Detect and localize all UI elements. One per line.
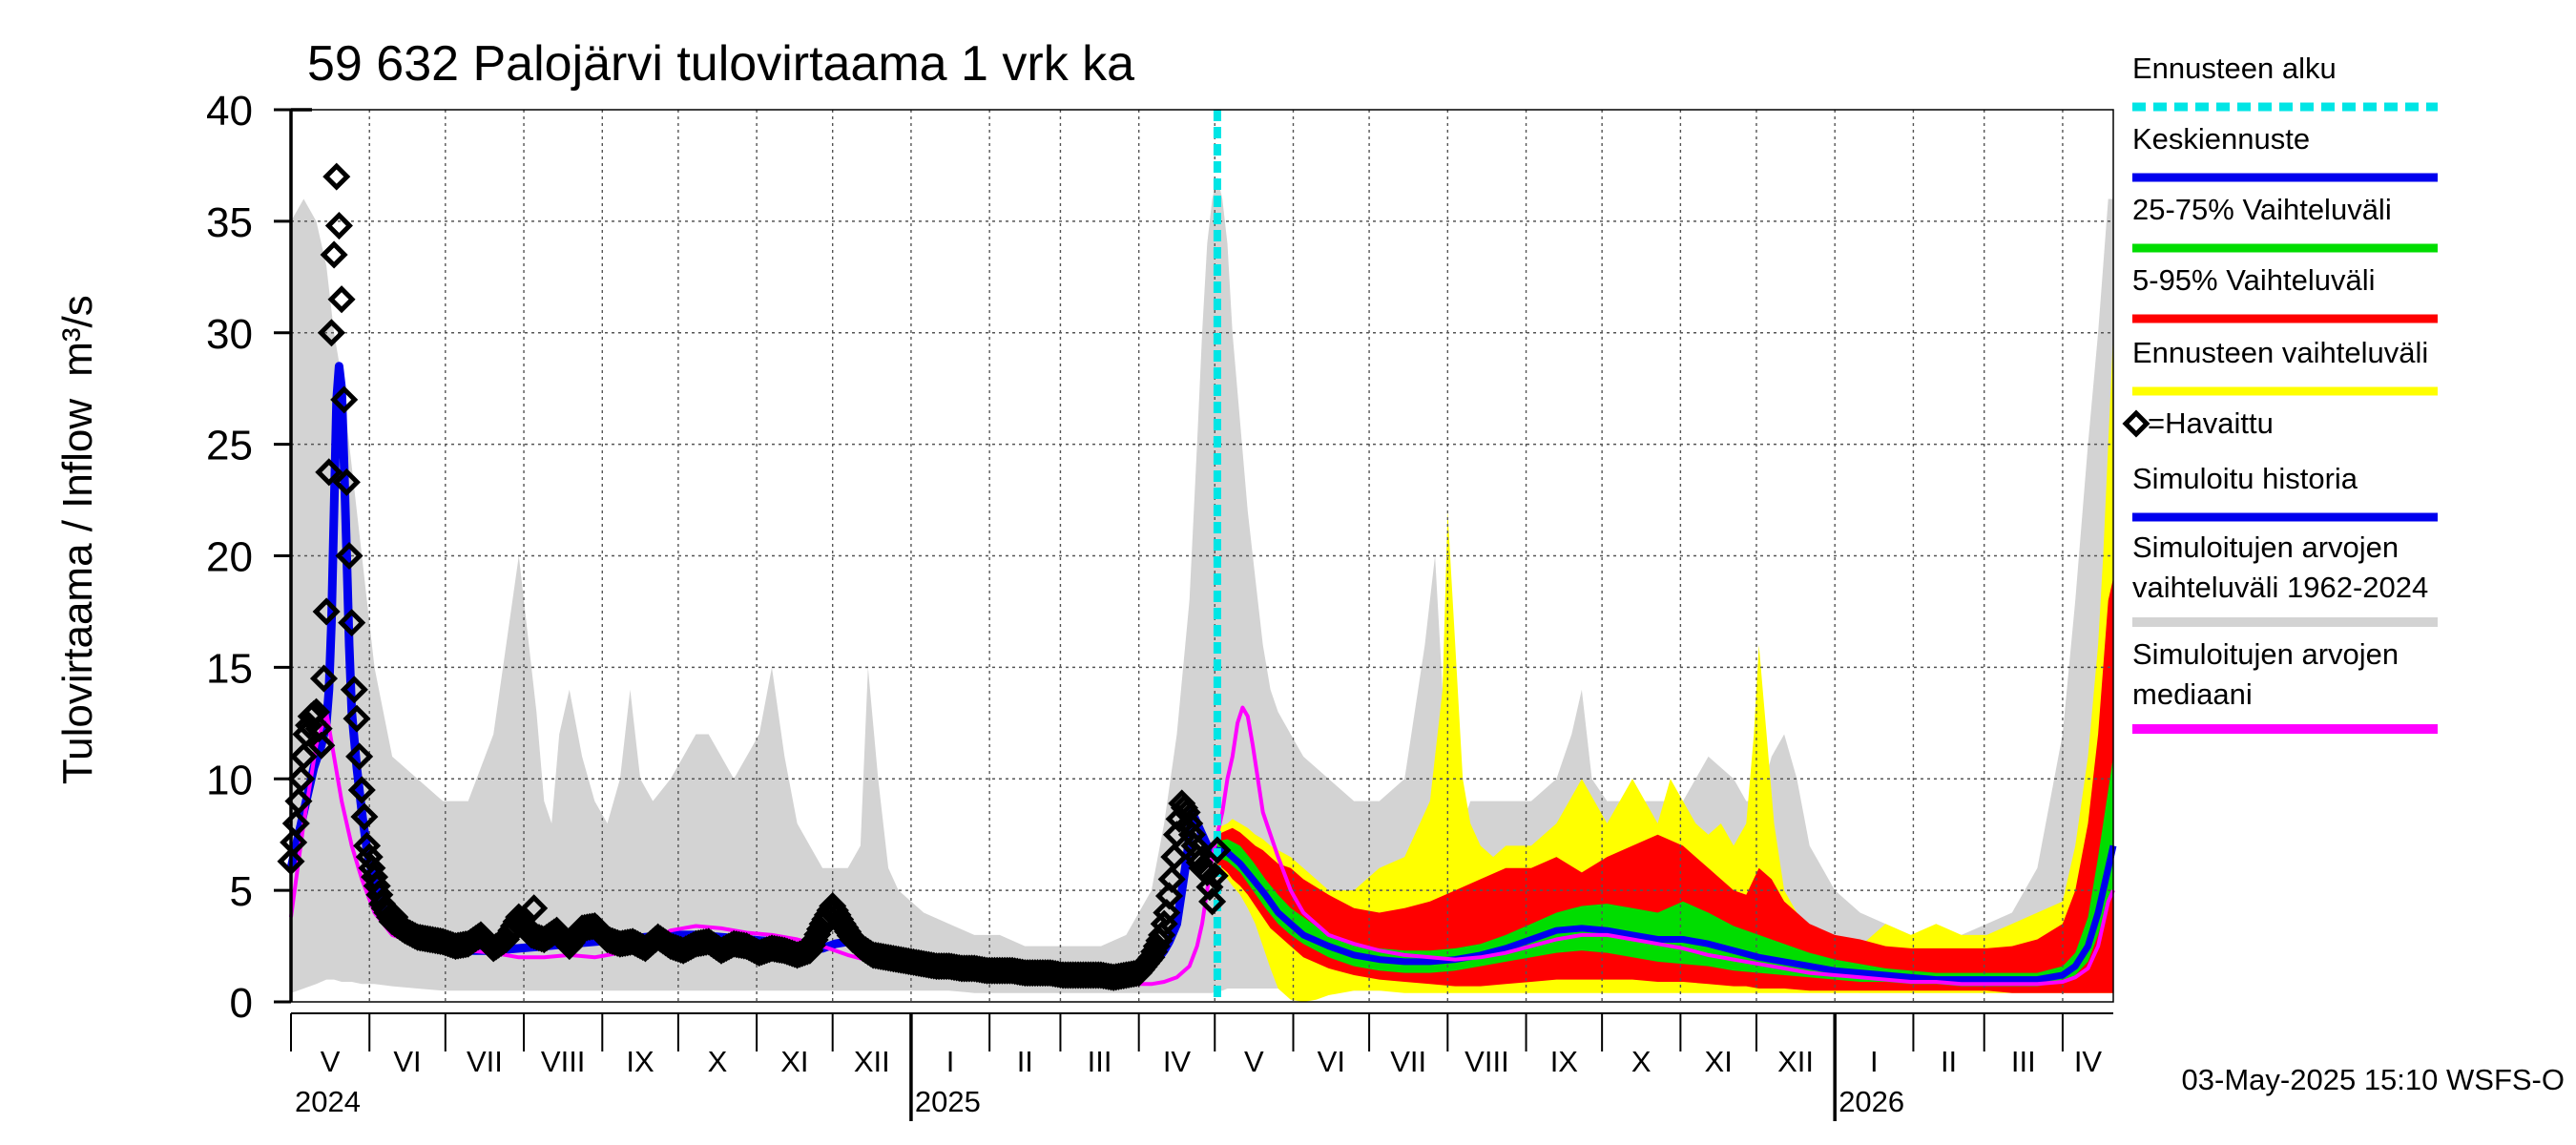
observed-marker <box>327 285 356 314</box>
legend-label: 25-75% Vaihteluväli <box>2132 193 2392 226</box>
legend-label: =Havaittu <box>2148 406 2274 440</box>
x-month-label: I <box>946 1045 955 1078</box>
observed-marker <box>338 609 366 637</box>
observed-marker <box>322 162 351 191</box>
legend-label: Ennusteen vaihteluväli <box>2132 336 2428 369</box>
x-month-label: XII <box>854 1045 890 1078</box>
legend-label: Ennusteen alku <box>2132 52 2337 85</box>
x-year-label: 2025 <box>915 1085 981 1118</box>
observed-marker <box>381 903 409 931</box>
observed-marker <box>315 458 343 487</box>
y-axis-unit: m³/s <box>54 295 101 377</box>
y-tick-label: 0 <box>230 980 253 1027</box>
legend-label: 5-95% Vaihteluväli <box>2132 263 2375 297</box>
observed-marker <box>345 742 374 771</box>
observed-marker <box>583 914 612 943</box>
legend-label: Keskiennuste <box>2132 122 2310 156</box>
y-tick-label: 35 <box>206 199 253 246</box>
observed-marker <box>309 664 339 693</box>
x-month-label: VI <box>393 1045 421 1078</box>
observed-marker <box>330 385 359 414</box>
x-month-label: III <box>1088 1045 1112 1078</box>
footer-timestamp: 03-May-2025 15:10 WSFS-O <box>2182 1063 2565 1096</box>
observed-marker <box>1154 882 1184 910</box>
y-tick-label: 10 <box>206 757 253 803</box>
x-month-label: II <box>1941 1045 1957 1078</box>
historical-range-band <box>291 177 2113 993</box>
x-month-label: VII <box>467 1045 503 1078</box>
y-tick-label: 15 <box>206 645 253 692</box>
observed-marker <box>343 704 371 733</box>
x-month-label: X <box>1631 1045 1652 1078</box>
observed-marker <box>353 831 382 860</box>
y-tick-label: 30 <box>206 311 253 358</box>
legend-label-line2: vaihteluväli 1962-2024 <box>2132 571 2428 604</box>
x-month-label: VIII <box>541 1045 586 1078</box>
observed-marker <box>332 468 361 496</box>
x-month-label: IX <box>626 1045 654 1078</box>
observed-marker <box>1200 862 1229 890</box>
observed-marker <box>347 776 376 804</box>
chart-title: 59 632 Palojärvi tulovirtaama 1 vrk ka <box>307 36 1134 92</box>
legend-label: Simuloitu historia <box>2132 462 2358 495</box>
x-month-label: XII <box>1777 1045 1814 1078</box>
observed-marker <box>335 541 364 571</box>
legend-label-line2: mediaani <box>2132 677 2253 711</box>
x-month-label: II <box>1017 1045 1033 1078</box>
x-month-label: V <box>1244 1045 1264 1078</box>
y-tick-label: 20 <box>206 534 253 581</box>
observed-marker <box>289 742 318 771</box>
x-month-label: IV <box>2074 1045 2103 1078</box>
legend-observed-marker <box>2122 409 2150 438</box>
observed-marker <box>1173 798 1201 826</box>
observed-marker <box>1177 821 1206 849</box>
observed-marker <box>340 676 368 704</box>
observed-marker <box>1157 864 1186 893</box>
observed-marker <box>312 597 341 626</box>
observed-marker <box>350 802 379 831</box>
observed-marker <box>520 894 549 923</box>
observed-marker <box>317 319 345 347</box>
x-month-label: V <box>321 1045 341 1078</box>
y-tick-label: 25 <box>206 423 253 469</box>
x-year-label: 2026 <box>1839 1085 1904 1118</box>
observed-marker <box>1160 843 1189 871</box>
x-month-label: VIII <box>1465 1045 1509 1078</box>
observed-marker <box>1198 887 1227 916</box>
observed-marker <box>307 731 336 760</box>
x-year-label: 2024 <box>295 1085 361 1118</box>
x-month-label: I <box>1870 1045 1879 1078</box>
observed-marker <box>280 828 308 857</box>
x-month-label: XI <box>1705 1045 1733 1078</box>
observed-marker <box>1175 809 1204 838</box>
y-tick-label: 5 <box>230 868 253 915</box>
x-month-label: III <box>2011 1045 2036 1078</box>
observed-marker <box>320 240 348 269</box>
y-axis-label: Tulovirtaama / Inflow <box>54 399 101 785</box>
x-month-label: VI <box>1318 1045 1345 1078</box>
observed-marker <box>281 809 310 838</box>
observed-marker <box>1203 836 1232 864</box>
x-month-label: IV <box>1163 1045 1192 1078</box>
observed-marker <box>287 764 316 793</box>
forecast-range-band <box>1216 332 2113 1002</box>
x-month-label: IX <box>1550 1045 1579 1078</box>
observed-marker <box>355 843 384 871</box>
observed-marker <box>1153 898 1181 927</box>
legend-label: Simuloitujen arvojen <box>2132 531 2399 564</box>
mean-forecast-line <box>1216 844 2117 984</box>
legend-label: Simuloitujen arvojen <box>2132 637 2399 671</box>
x-month-label: VII <box>1390 1045 1426 1078</box>
y-tick-label: 40 <box>206 88 253 135</box>
x-month-label: X <box>708 1045 728 1078</box>
observed-marker <box>324 212 353 240</box>
x-month-label: XI <box>780 1045 808 1078</box>
